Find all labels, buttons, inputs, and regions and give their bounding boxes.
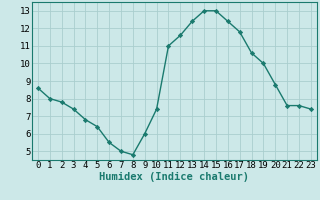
X-axis label: Humidex (Indice chaleur): Humidex (Indice chaleur) — [100, 172, 249, 182]
